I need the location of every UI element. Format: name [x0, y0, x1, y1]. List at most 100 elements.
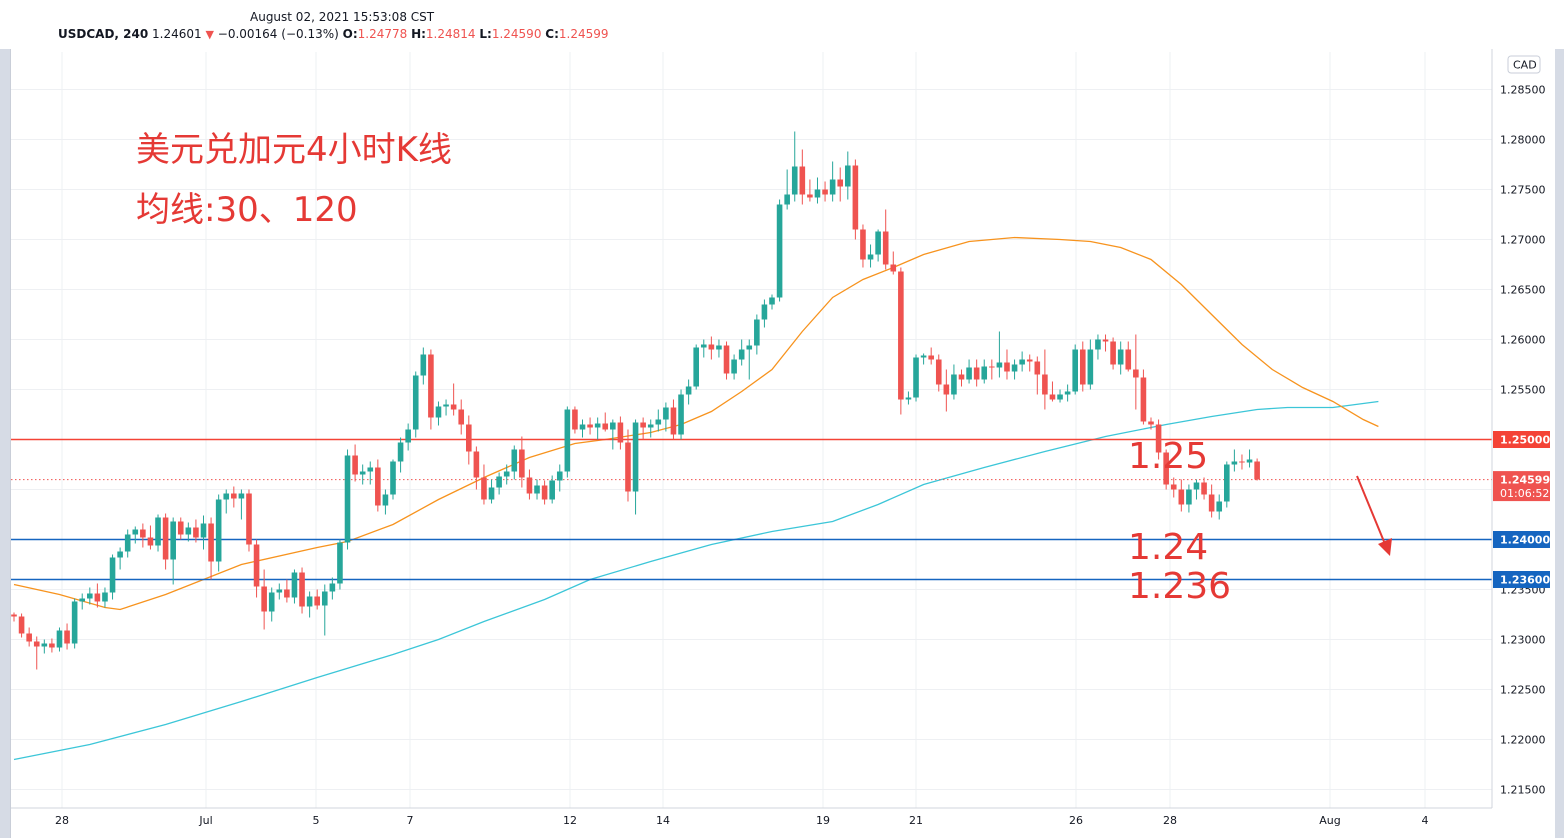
time-tick-label: 19: [816, 814, 830, 827]
candle-body: [746, 345, 753, 350]
candle-body: [822, 189, 828, 195]
candle-body: [526, 477, 533, 494]
candle-body: [49, 643, 55, 648]
candle-body: [989, 366, 995, 368]
candle-body: [200, 523, 207, 538]
candle-body: [761, 304, 768, 320]
candle-body: [572, 409, 578, 430]
candle-body: [1004, 362, 1010, 372]
price-tick-label: 1.21500: [1500, 784, 1546, 797]
candle-body: [458, 409, 465, 425]
candle-body: [306, 596, 313, 607]
candle-body: [352, 455, 358, 475]
candle-body: [1095, 339, 1101, 350]
candle-body: [541, 485, 548, 500]
chart-panel[interactable]: [10, 49, 1555, 838]
candle-body: [1201, 482, 1207, 495]
candle-body: [344, 455, 351, 543]
candle-body: [700, 344, 707, 348]
candle-body: [564, 409, 571, 472]
candle-body: [162, 517, 169, 560]
candle-body: [503, 471, 510, 477]
candle-body: [579, 424, 586, 430]
down-arrow-icon: ▼: [205, 28, 214, 41]
candle-body: [321, 591, 328, 606]
candle-body: [488, 487, 495, 500]
candle-body: [1087, 349, 1094, 385]
grid-lines: [11, 52, 1492, 808]
candle-body: [238, 493, 245, 499]
candle-body: [1216, 501, 1223, 512]
candle-body: [852, 165, 859, 230]
candle-body: [769, 297, 775, 305]
candle-body: [314, 596, 320, 606]
candle-body: [155, 517, 161, 546]
candle-body: [443, 404, 449, 407]
time-tick-label: 28: [1163, 814, 1177, 827]
candle-body: [867, 254, 874, 260]
price-axis: 1.28500 1.28000 1.27500 1.27000 1.26500 1.260…: [1491, 49, 1550, 808]
down-arrow-shaft: [1356, 475, 1386, 545]
close-label: C:: [545, 27, 559, 41]
candle-body: [587, 424, 593, 428]
level-label-125: 1.25: [1128, 436, 1209, 477]
candle-body: [1170, 484, 1177, 490]
candle-body: [87, 593, 93, 599]
candle-body: [481, 477, 487, 500]
price-tick-label: 1.26500: [1500, 284, 1546, 297]
candle-body: [337, 542, 343, 584]
candle-body: [276, 589, 283, 593]
candle-body: [708, 344, 715, 350]
time-tick-label: 5: [313, 814, 320, 827]
candle-body: [670, 407, 677, 435]
candle-body: [549, 480, 555, 500]
candle-body: [776, 204, 783, 298]
candle-body: [1193, 482, 1200, 490]
candle-body: [534, 485, 540, 494]
candle-body: [390, 461, 396, 495]
candle-body: [845, 165, 851, 187]
candle-body: [261, 586, 267, 612]
candle-body: [246, 493, 252, 545]
candle-body: [33, 641, 40, 647]
ma30-line: [13, 236, 1379, 611]
candle-body: [466, 424, 472, 452]
last-price: 1.24601: [152, 27, 202, 41]
candles: [11, 131, 1260, 670]
candle-body: [625, 442, 631, 492]
candle-body: [731, 359, 737, 374]
candle-body: [973, 367, 980, 380]
candle-body: [1049, 394, 1056, 400]
candle-body: [943, 384, 950, 395]
price-tick-label: 1.26000: [1500, 334, 1546, 347]
candle-body: [784, 194, 790, 205]
price-tick-label: 1.27000: [1500, 234, 1546, 247]
candle-body: [1125, 349, 1132, 370]
ohlc-legend: USDCAD, 240 1.24601 ▼ −0.00164 (−0.13%) …: [58, 27, 609, 41]
candle-body: [1155, 424, 1162, 453]
candle-body: [1057, 394, 1063, 400]
candle-body: [284, 589, 290, 598]
candle-body: [450, 404, 457, 410]
currency-badge: [1507, 55, 1541, 74]
candle-body: [1148, 421, 1154, 425]
candle-body: [791, 166, 798, 195]
candle-body: [102, 592, 108, 602]
time-tick-label: 28: [55, 814, 69, 827]
candle-body: [829, 179, 836, 195]
candle-body: [594, 423, 601, 428]
price-label-text: 1.23600: [1500, 574, 1550, 587]
candle-body: [890, 264, 897, 272]
candle-body: [1239, 461, 1245, 463]
candle-body: [382, 494, 389, 506]
high-label: H:: [411, 27, 426, 41]
candle-body: [1079, 349, 1086, 385]
candle-body: [473, 451, 480, 478]
candle-body: [359, 471, 366, 475]
symbol-label[interactable]: USDCAD, 240: [58, 27, 149, 41]
time-tick-label: 12: [563, 814, 577, 827]
candle-body: [375, 467, 381, 506]
candle-body: [1224, 464, 1230, 502]
